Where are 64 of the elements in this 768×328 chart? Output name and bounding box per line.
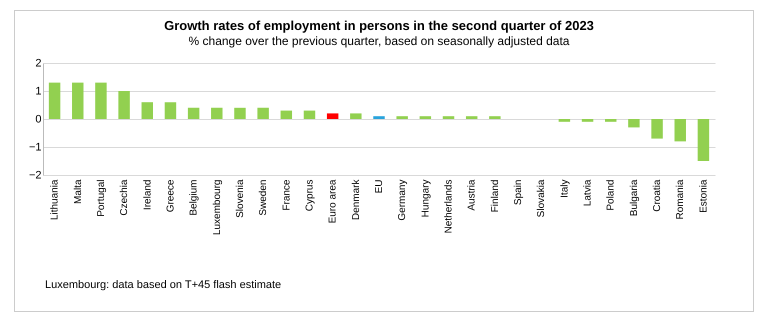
y-tick-label: 2: [35, 58, 42, 70]
x-tick-label: Spain: [513, 180, 524, 206]
bar: [604, 119, 616, 122]
bar: [164, 102, 176, 119]
bar: [350, 113, 362, 119]
x-tick-label: Luxembourg: [212, 180, 223, 236]
text: Luxembourg: data based on T+45 flash estimate: [45, 279, 282, 291]
x-tick-label: Euro area: [328, 179, 339, 224]
bar: [257, 108, 269, 119]
x-tick-label: Poland: [606, 180, 617, 211]
x-tick-label: Cyprus: [304, 180, 316, 212]
x-tick-label: Malta: [72, 179, 84, 204]
y-tick-label: −2: [28, 170, 42, 182]
x-tick-label: Estonia: [698, 179, 710, 213]
x-tick-label: Germany: [397, 180, 408, 221]
x-tick-label: EU: [374, 180, 385, 194]
x-tick-label: Austria: [466, 179, 478, 211]
x-tick-label: Netherlands: [444, 180, 455, 234]
bar: [674, 119, 686, 142]
bar: [48, 82, 60, 119]
x-tick-label: Romania: [675, 179, 686, 220]
chart-subtitle: % change over the previous quarter, based on seasonally adjusted data: [188, 34, 570, 48]
x-tick-label: Bulgaria: [628, 179, 640, 216]
bar: [442, 116, 454, 119]
y-tick-label: 1: [35, 86, 42, 98]
bar: [234, 108, 246, 119]
bar: [142, 102, 154, 119]
x-tick-label: Czechia: [119, 179, 130, 216]
x-tick-label: Finland: [490, 180, 501, 212]
x-tick-label: Ireland: [142, 180, 154, 210]
bar: [188, 108, 200, 119]
bar: [72, 82, 84, 119]
bar: [651, 119, 663, 139]
bar: [466, 116, 478, 119]
x-tick-label: Slovakia: [536, 179, 548, 218]
bar: [304, 110, 316, 119]
x-tick-label: Belgium: [188, 180, 200, 216]
chart-title: Growth rates of employment in persons in the second quarter of 2023: [164, 18, 594, 33]
bar: [373, 116, 385, 119]
x-tick-label: Italy: [559, 180, 570, 198]
x-tick-label: Portugal: [96, 180, 107, 217]
x-tick-label: Lithuania: [50, 179, 61, 220]
bar: [326, 113, 338, 119]
bar: [211, 108, 223, 119]
x-tick-label: Slovenia: [234, 179, 246, 218]
y-tick-label: 0: [35, 114, 42, 126]
bar: [420, 116, 432, 119]
bar: [280, 110, 292, 119]
bar: [489, 116, 501, 119]
bar: [698, 119, 710, 161]
bar: [95, 82, 107, 119]
bar: [396, 116, 408, 119]
bar: [628, 119, 640, 128]
bar: [118, 91, 130, 119]
x-tick-label: Latvia: [582, 179, 594, 206]
bar: [582, 119, 594, 122]
x-tick-label: Hungary: [420, 180, 432, 218]
y-tick-label: −1: [28, 142, 42, 154]
x-tick-label: France: [281, 179, 292, 211]
x-tick-label: Denmark: [350, 178, 362, 220]
x-tick-label: Croatia: [652, 179, 664, 212]
x-tick-label: Sweden: [258, 180, 270, 216]
x-tick-label: Greece: [165, 179, 176, 212]
bar: [558, 119, 570, 122]
